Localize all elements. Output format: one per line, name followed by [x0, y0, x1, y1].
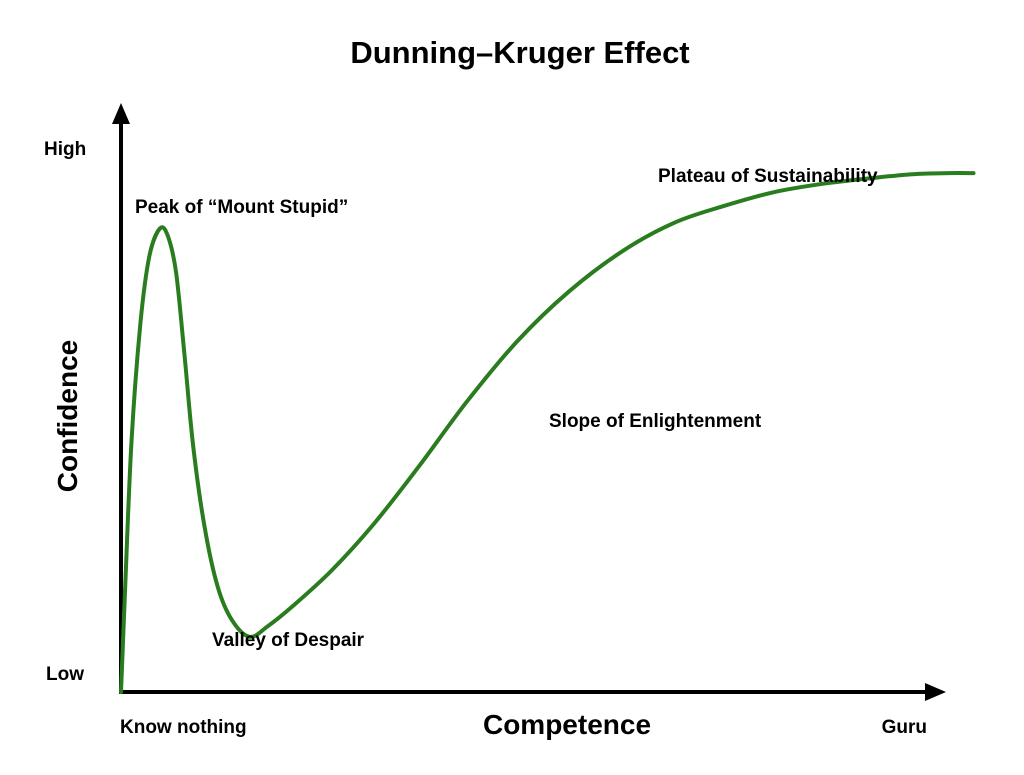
- chart-title: Dunning–Kruger Effect: [350, 35, 689, 70]
- y-tick-high: High: [44, 139, 86, 160]
- annotation-valley-of-despair: Valley of Despair: [212, 630, 365, 651]
- annotation-slope-of-enlightenment: Slope of Enlightenment: [549, 411, 762, 432]
- y-axis-label: Confidence: [52, 340, 83, 492]
- annotation-plateau-of-sustainability: Plateau of Sustainability: [658, 166, 878, 187]
- y-tick-low: Low: [46, 664, 84, 685]
- y-axis-arrow: [112, 103, 130, 124]
- series-line: [119, 171, 976, 694]
- x-tick-guru: Guru: [882, 717, 927, 738]
- x-axis-label: Competence: [483, 709, 651, 740]
- x-axis-arrow: [925, 683, 946, 701]
- annotation-peak-mount-stupid: Peak of “Mount Stupid”: [135, 197, 348, 218]
- x-tick-know-nothing: Know nothing: [120, 717, 247, 738]
